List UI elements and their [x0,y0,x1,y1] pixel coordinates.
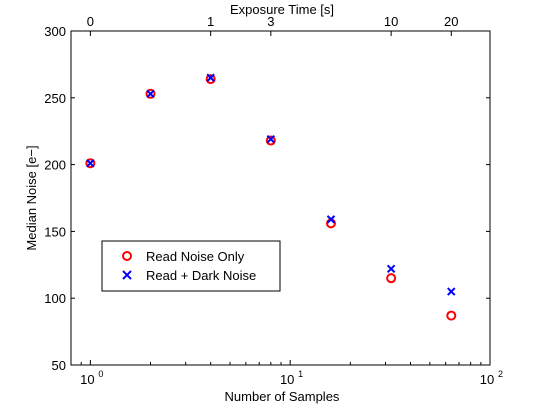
point-read-dark-noise [206,73,215,82]
point-x-stroke [146,89,155,98]
point-read-dark-noise [447,287,456,296]
top-axis-title: Exposure Time [s] [230,2,334,17]
point-read-dark-noise [86,159,95,168]
legend-marker-read-noise [122,251,132,261]
point-x-stroke [266,135,276,144]
y-tick-label: 200 [44,158,66,173]
point-x-stroke [86,159,95,168]
point-read-dark-noise [386,264,396,274]
y-tick-label: 100 [44,291,66,306]
top-tick-label: 10 [384,14,398,29]
top-tick-label: 3 [267,14,274,29]
point-x-stroke [386,264,396,274]
y-tick-label: 150 [44,224,66,239]
top-tick-label: 0 [87,14,94,29]
top-tick-label: 20 [444,14,458,29]
x-tick-label: 10 [280,372,294,387]
legend-label-read-noise: Read Noise Only [146,249,245,264]
point-read-noise [85,158,96,169]
point-read-noise [386,273,397,284]
point-read-noise [265,135,276,146]
x-tick-label-exponent: 0 [98,369,103,379]
legend-marker-read-dark-noise [122,270,132,280]
x-tick-label-exponent: 2 [498,369,503,379]
legend-label-read-dark-noise: Read + Dark Noise [146,268,256,283]
point-read-dark-noise [326,215,336,224]
point-read-noise [205,74,216,85]
y-tick-label: 250 [44,91,66,106]
legend: Read Noise Only Read + Dark Noise [101,240,281,292]
plot-area [70,30,491,366]
point-read-noise [145,88,156,99]
x-axis-title: Number of Samples [225,389,340,404]
x-tick-label: 10 [80,372,94,387]
point-read-dark-noise [266,135,276,144]
point-x-stroke [447,287,456,296]
y-axis-title: Median Noise [e−] [24,145,39,250]
top-tick-label: 1 [207,14,214,29]
data-points [85,73,457,321]
y-tick-label: 300 [44,24,66,39]
point-read-dark-noise [146,89,155,98]
point-read-noise [446,310,457,321]
x-tick-label-exponent: 1 [298,369,303,379]
point-x-stroke [206,73,215,82]
legend-box [101,240,281,292]
x-tick-label: 10 [480,372,494,387]
point-x-stroke [326,215,336,224]
y-tick-label: 50 [52,358,66,373]
